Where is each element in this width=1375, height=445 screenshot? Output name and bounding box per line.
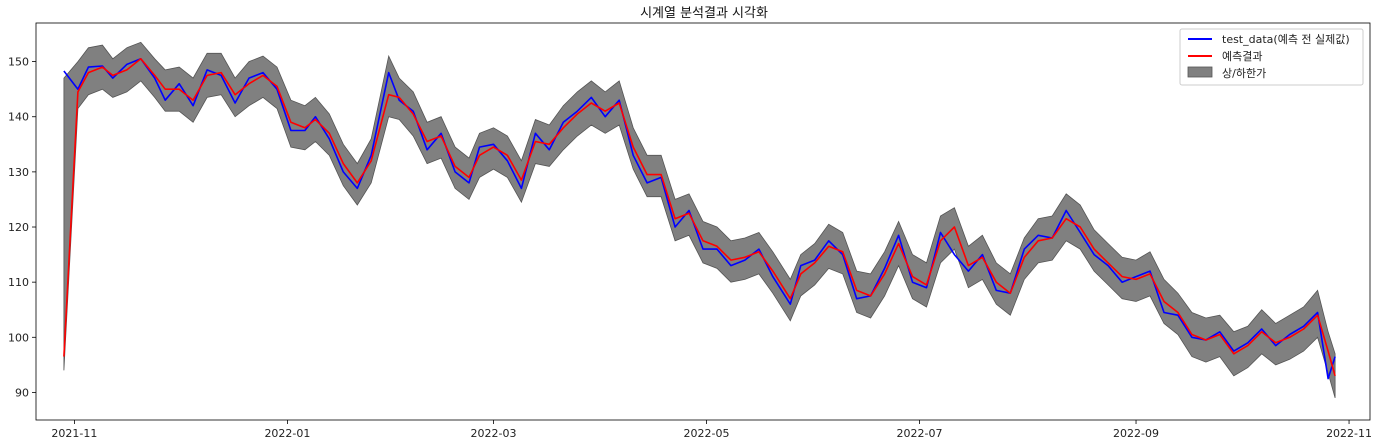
x-tick-label: 2022-07 — [897, 427, 943, 440]
y-tick-label: 100 — [8, 331, 29, 344]
x-tick-label: 2022-01 — [264, 427, 310, 440]
x-tick-label: 2022-05 — [684, 427, 730, 440]
x-tick-label: 2022-03 — [470, 427, 516, 440]
y-tick-label: 90 — [15, 386, 29, 399]
legend-actual-label: test_data(예측 전 실제값) — [1222, 33, 1350, 46]
y-tick-label: 140 — [8, 111, 29, 124]
legend-box — [1179, 28, 1364, 86]
x-tick-label: 2022-09 — [1113, 427, 1159, 440]
legend-band-swatch — [1187, 66, 1213, 78]
y-tick-label: 130 — [8, 166, 29, 179]
predicted-line — [63, 58, 1336, 377]
x-tick-label: 2022-11 — [1326, 427, 1372, 440]
predicted-layer — [63, 58, 1336, 377]
y-tick-label: 110 — [8, 276, 29, 289]
y-axis: 90 100 110 120 130 140 150 — [8, 56, 36, 399]
legend: test_data(예측 전 실제값) 예측결과 상/하한가 — [1179, 28, 1364, 86]
y-tick-label: 150 — [8, 56, 29, 69]
chart-title: 시계열 분석결과 시각화 — [640, 6, 768, 21]
y-tick-label: 120 — [8, 221, 29, 234]
x-axis: 2021-11 2022-01 2022-03 2022-05 2022-07 2022-… — [51, 420, 1372, 440]
plot-area — [35, 22, 1371, 421]
legend-band-label: 상/하한가 — [1222, 66, 1266, 80]
band-layer — [63, 41, 1336, 399]
x-tick-label: 2021-11 — [51, 427, 97, 440]
legend-pred-label: 예측결과 — [1222, 50, 1262, 63]
band-area — [63, 41, 1336, 399]
